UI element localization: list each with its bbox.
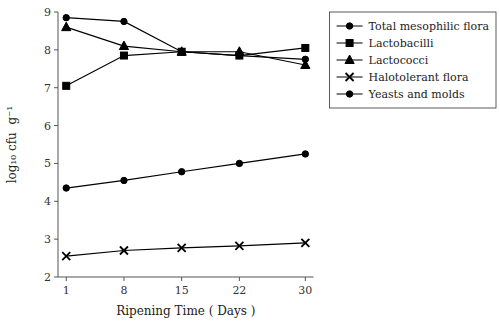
legend-marker bbox=[346, 73, 354, 81]
legend-marker bbox=[346, 91, 352, 97]
y-tick-label: 9 bbox=[44, 6, 51, 19]
y-tick bbox=[54, 239, 58, 240]
point-marker bbox=[301, 239, 309, 247]
point-marker bbox=[178, 244, 186, 252]
marker-stroke bbox=[62, 252, 70, 260]
y-axis-label: log₁₀ cfu g⁻¹ bbox=[5, 106, 19, 184]
x-tick-label: 15 bbox=[175, 284, 189, 297]
y-tick-label: 7 bbox=[44, 82, 51, 95]
x-tick bbox=[181, 277, 182, 281]
legend-marker bbox=[346, 40, 353, 47]
marker-stroke bbox=[178, 244, 186, 252]
marker-stroke bbox=[120, 247, 128, 255]
legend-label: Yeasts and molds bbox=[368, 88, 465, 101]
legend: Total mesophilic flora Lactobacilli Lactoc… bbox=[330, 12, 496, 108]
y-tick-label: 5 bbox=[44, 157, 51, 170]
point-marker bbox=[235, 47, 244, 56]
point-marker bbox=[178, 169, 184, 175]
point-marker bbox=[235, 242, 243, 250]
y-tick-label: 3 bbox=[44, 233, 51, 246]
x-tick-label: 8 bbox=[120, 284, 127, 297]
point-marker bbox=[121, 177, 127, 183]
y-tick-label: 6 bbox=[44, 120, 51, 133]
series-line bbox=[66, 243, 305, 256]
point-marker bbox=[236, 160, 242, 166]
marker-stroke bbox=[346, 73, 354, 81]
legend-label: Lactococci bbox=[369, 54, 429, 67]
chart: 2 3 4 5 6 7 8 9 1 8 15 22 30 Ripening Time ( Days ) lo… bbox=[0, 0, 500, 327]
series-line bbox=[66, 27, 305, 65]
marker-stroke bbox=[235, 242, 243, 250]
plot-data bbox=[62, 14, 310, 260]
marker-stroke bbox=[62, 252, 70, 260]
y-tick bbox=[54, 12, 58, 13]
y-tick bbox=[54, 125, 58, 126]
marker-stroke bbox=[178, 244, 186, 252]
x-tick-label: 30 bbox=[298, 284, 312, 297]
point-marker bbox=[177, 47, 186, 56]
marker-stroke bbox=[346, 73, 354, 81]
y-tick-label: 2 bbox=[44, 271, 51, 284]
y-tick bbox=[54, 277, 58, 278]
y-tick bbox=[54, 163, 58, 164]
point-marker bbox=[120, 247, 128, 255]
x-tick bbox=[66, 277, 67, 281]
y-axis-line bbox=[58, 12, 59, 277]
marker-stroke bbox=[120, 247, 128, 255]
point-marker bbox=[119, 41, 128, 50]
series-line bbox=[66, 154, 305, 188]
point-marker bbox=[63, 185, 69, 191]
marker-stroke bbox=[235, 242, 243, 250]
legend-label: Halotolerant flora bbox=[369, 71, 469, 84]
legend-marker bbox=[346, 23, 352, 29]
legend-label: Total mesophilic flora bbox=[369, 20, 490, 33]
point-marker bbox=[62, 252, 70, 260]
x-tick-label: 1 bbox=[63, 284, 70, 297]
marker-stroke bbox=[301, 239, 309, 247]
y-tick bbox=[54, 87, 58, 88]
point-marker bbox=[63, 14, 69, 20]
x-tick-label: 22 bbox=[232, 284, 246, 297]
legend-marker bbox=[345, 55, 354, 64]
point-marker bbox=[120, 52, 127, 59]
x-tick bbox=[123, 277, 124, 281]
y-tick-label: 4 bbox=[44, 195, 51, 208]
point-marker bbox=[301, 60, 310, 69]
y-tick bbox=[54, 49, 58, 50]
x-axis-line bbox=[58, 277, 314, 278]
y-tick bbox=[54, 201, 58, 202]
point-marker bbox=[302, 151, 308, 157]
point-marker bbox=[62, 22, 71, 31]
point-marker bbox=[302, 44, 309, 51]
legend-frame bbox=[330, 12, 496, 108]
x-tick bbox=[305, 277, 306, 281]
point-marker bbox=[121, 18, 127, 24]
y-tick-label: 8 bbox=[44, 44, 51, 57]
legend-label: Lactobacilli bbox=[369, 37, 434, 50]
point-marker bbox=[63, 82, 70, 89]
x-axis-label: Ripening Time ( Days ) bbox=[116, 304, 255, 318]
marker-stroke bbox=[301, 239, 309, 247]
x-tick bbox=[239, 277, 240, 281]
